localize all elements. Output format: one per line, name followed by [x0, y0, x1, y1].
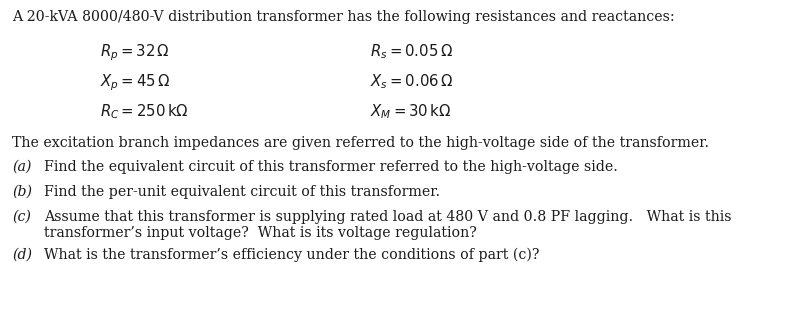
Text: (d): (d) — [12, 248, 32, 262]
Text: $X_p = 45\,\Omega$: $X_p = 45\,\Omega$ — [100, 72, 170, 93]
Text: $R_s = 0.05\,\Omega$: $R_s = 0.05\,\Omega$ — [370, 42, 453, 61]
Text: What is the transformer’s efficiency under the conditions of part (c)?: What is the transformer’s efficiency und… — [44, 248, 539, 263]
Text: Assume that this transformer is supplying rated load at 480 V and 0.8 PF lagging: Assume that this transformer is supplyin… — [44, 210, 732, 224]
Text: Find the equivalent circuit of this transformer referred to the high-voltage sid: Find the equivalent circuit of this tran… — [44, 160, 618, 174]
Text: transformer’s input voltage?  What is its voltage regulation?: transformer’s input voltage? What is its… — [44, 226, 477, 240]
Text: $R_p = 32\,\Omega$: $R_p = 32\,\Omega$ — [100, 42, 170, 62]
Text: Find the per-unit equivalent circuit of this transformer.: Find the per-unit equivalent circuit of … — [44, 185, 440, 199]
Text: A 20-kVA 8000/480-V distribution transformer has the following resistances and r: A 20-kVA 8000/480-V distribution transfo… — [12, 10, 675, 24]
Text: The excitation branch impedances are given referred to the high-voltage side of : The excitation branch impedances are giv… — [12, 136, 709, 150]
Text: $X_s = 0.06\,\Omega$: $X_s = 0.06\,\Omega$ — [370, 72, 454, 91]
Text: (a): (a) — [12, 160, 31, 174]
Text: (b): (b) — [12, 185, 32, 199]
Text: $X_M = 30\,\mathrm{k}\Omega$: $X_M = 30\,\mathrm{k}\Omega$ — [370, 102, 451, 121]
Text: $R_C = 250\,\mathrm{k}\Omega$: $R_C = 250\,\mathrm{k}\Omega$ — [100, 102, 189, 121]
Text: (c): (c) — [12, 210, 31, 224]
